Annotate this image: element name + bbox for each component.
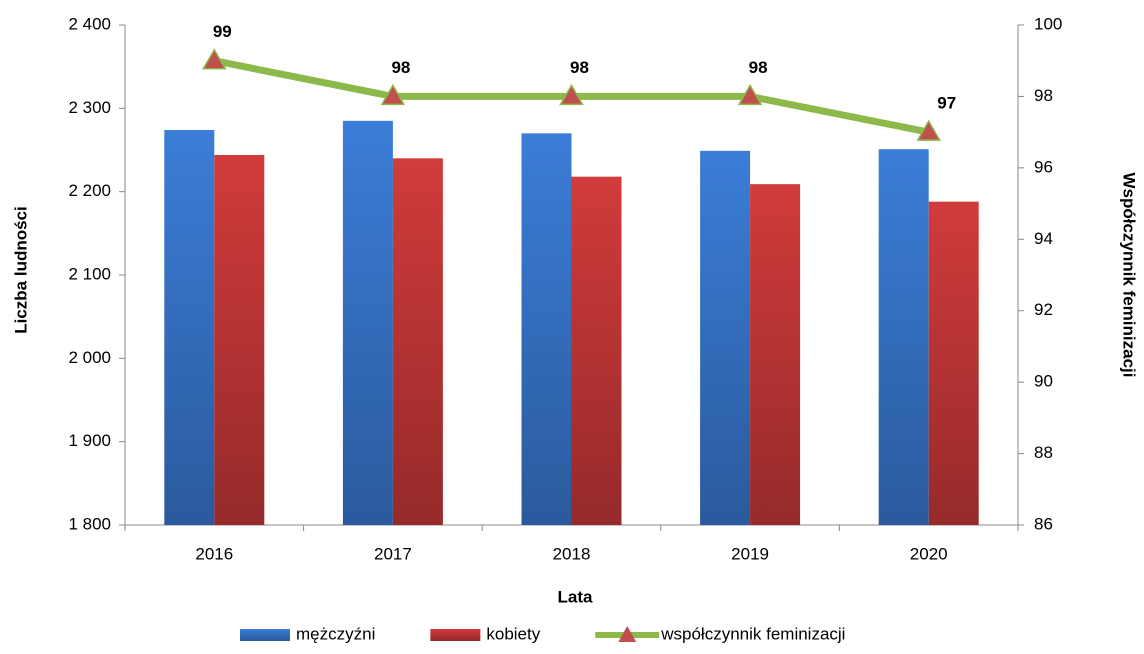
data-label: 97 — [937, 94, 956, 113]
data-label: 99 — [213, 22, 232, 41]
y2-tick-label: 88 — [1034, 443, 1053, 462]
data-label: 98 — [570, 58, 589, 77]
y-tick-label: 2 300 — [68, 98, 111, 117]
bar — [521, 133, 572, 526]
data-label: 98 — [749, 58, 768, 77]
x-tick-label: 2018 — [553, 544, 591, 563]
x-tick-label: 2020 — [910, 544, 948, 563]
legend-marker — [618, 626, 637, 642]
y-tick-label: 2 200 — [68, 181, 111, 200]
y-tick-label: 1 800 — [68, 514, 111, 533]
bar — [392, 158, 443, 526]
x-tick-label: 2016 — [195, 544, 233, 563]
marker — [380, 83, 406, 106]
y-tick-label: 2 000 — [68, 348, 111, 367]
y2-tick-label: 100 — [1034, 14, 1062, 33]
y-tick-label: 2 400 — [68, 14, 111, 33]
legend-swatch — [430, 629, 481, 641]
bar — [342, 120, 393, 525]
legend-swatch — [240, 629, 290, 641]
legend-label: mężczyźni — [296, 624, 375, 643]
x-tick-label: 2017 — [374, 544, 412, 563]
y2-tick-label: 90 — [1034, 372, 1053, 391]
y-tick-label: 1 900 — [68, 431, 111, 450]
y2-tick-label: 92 — [1034, 300, 1053, 319]
marker — [916, 119, 942, 141]
y2-tick-label: 98 — [1034, 86, 1053, 105]
data-label: 98 — [391, 58, 410, 77]
bar — [164, 130, 215, 525]
y2-tick-label: 94 — [1034, 229, 1053, 248]
legend-label: kobiety — [486, 624, 540, 643]
bar — [878, 149, 929, 525]
marker — [201, 48, 227, 70]
marker — [559, 83, 584, 106]
x-tick-label: 2019 — [731, 544, 769, 563]
x-axis-title: Lata — [558, 587, 594, 606]
bar — [700, 150, 751, 526]
bar — [571, 176, 622, 525]
marker — [737, 83, 763, 106]
bar — [928, 201, 979, 525]
legend-label: współczynnik feminizacji — [660, 624, 845, 643]
y-axis-title: Liczba ludności — [11, 206, 30, 334]
bar — [750, 184, 801, 525]
y2-axis-title: Współczynnik feminizacji — [1120, 173, 1139, 378]
bar — [214, 155, 265, 525]
y-tick-label: 2 100 — [68, 264, 111, 283]
y2-tick-label: 96 — [1034, 157, 1053, 176]
y2-tick-label: 86 — [1034, 514, 1053, 533]
